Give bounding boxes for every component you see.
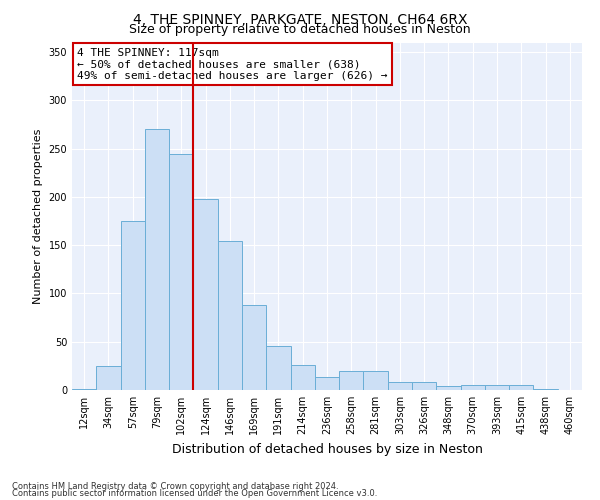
Bar [72, 389, 96, 390]
Bar [388, 382, 412, 390]
Text: Contains HM Land Registry data © Crown copyright and database right 2024.: Contains HM Land Registry data © Crown c… [12, 482, 338, 491]
Bar [121, 221, 145, 390]
Bar [266, 346, 290, 390]
Bar [412, 382, 436, 390]
Bar [315, 378, 339, 390]
Text: 4, THE SPINNEY, PARKGATE, NESTON, CH64 6RX: 4, THE SPINNEY, PARKGATE, NESTON, CH64 6… [133, 12, 467, 26]
Bar [485, 385, 509, 390]
Text: Size of property relative to detached houses in Neston: Size of property relative to detached ho… [129, 22, 471, 36]
Text: 4 THE SPINNEY: 117sqm
← 50% of detached houses are smaller (638)
49% of semi-det: 4 THE SPINNEY: 117sqm ← 50% of detached … [77, 48, 388, 81]
Bar [533, 389, 558, 390]
Bar [218, 242, 242, 390]
Bar [290, 365, 315, 390]
Bar [193, 199, 218, 390]
Bar [339, 370, 364, 390]
Y-axis label: Number of detached properties: Number of detached properties [33, 128, 43, 304]
Bar [145, 130, 169, 390]
Bar [96, 366, 121, 390]
Bar [242, 305, 266, 390]
Bar [364, 370, 388, 390]
X-axis label: Distribution of detached houses by size in Neston: Distribution of detached houses by size … [172, 442, 482, 456]
Bar [461, 385, 485, 390]
Text: Contains public sector information licensed under the Open Government Licence v3: Contains public sector information licen… [12, 489, 377, 498]
Bar [436, 386, 461, 390]
Bar [169, 154, 193, 390]
Bar [509, 385, 533, 390]
